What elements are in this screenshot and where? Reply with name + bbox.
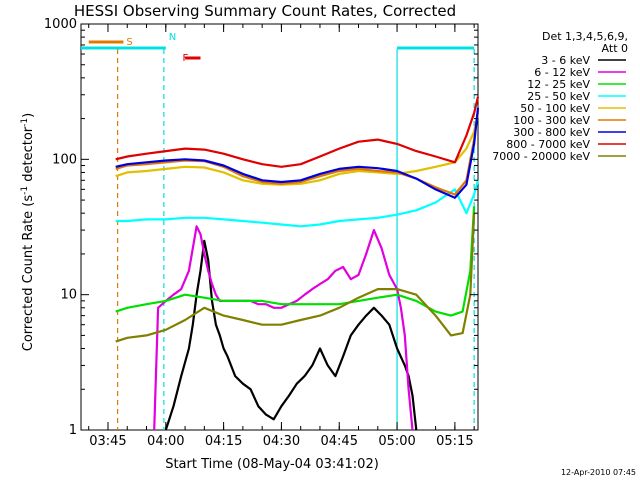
x-tick-label: 03:45	[89, 434, 126, 449]
legend-label: 12 - 25 keV	[527, 78, 590, 91]
series-line-7	[115, 96, 480, 168]
chart-title: HESSI Observing Summary Count Rates, Cor…	[74, 2, 456, 20]
legend-label: 6 - 12 keV	[534, 66, 590, 79]
x-tick-label: 04:45	[321, 434, 358, 449]
series-line-6	[115, 107, 480, 199]
x-tick-label: 05:15	[436, 434, 473, 449]
legend-header: Det 1,3,4,5,6,9,	[542, 30, 628, 43]
legend-label: 25 - 50 keV	[527, 90, 590, 103]
x-axis-label: Start Time (08-May-04 03:41:02)	[165, 457, 379, 472]
series-line-4	[115, 112, 480, 186]
legend-label: 3 - 6 keV	[541, 54, 590, 67]
y-axis-label-part: Corrected Count Rate (s	[21, 195, 36, 352]
legend-label: 800 - 7000 keV	[506, 138, 590, 151]
flag-markers: S NF	[81, 32, 475, 64]
y-axis-label-sup: -1	[20, 118, 30, 127]
legend-label: 100 - 300 keV	[513, 114, 590, 127]
y-tick-label: 1	[69, 423, 77, 438]
flag-label: F	[182, 53, 188, 64]
vertical-lines	[117, 49, 475, 430]
flag-label: N	[169, 32, 176, 43]
y-tick-label: 1000	[44, 17, 77, 32]
series-line-2	[115, 206, 476, 317]
legend-label: 7000 - 20000 keV	[492, 150, 590, 163]
legend-label: 300 - 800 keV	[513, 126, 590, 139]
x-tick-label: 04:15	[205, 434, 242, 449]
y-axis-label-sup: -1	[20, 186, 30, 195]
y-tick-label: 10	[60, 288, 77, 303]
series-line-5	[115, 110, 480, 196]
plot-area: S NF 1 10 100 1000 03:45 04:00 04:15 04:30 04:45…	[44, 17, 480, 449]
x-tick-label: 05:00	[378, 434, 415, 449]
x-tick-label: 04:00	[147, 434, 184, 449]
x-tick-label: 04:30	[263, 434, 300, 449]
legend-label: 50 - 100 keV	[520, 102, 590, 115]
y-axis-label: Corrected Count Rate (s-1 detector-1)	[20, 113, 36, 351]
footer-date: 12-Apr-2010 07:45	[561, 468, 636, 477]
plot-frame	[80, 23, 479, 431]
series-line-3	[115, 180, 480, 228]
flag-label: S	[126, 37, 132, 48]
x-axis-ticks: 03:45 04:00 04:15 04:30 04:45 05:00 05:15	[88, 24, 475, 449]
y-axis-label-part: detector	[21, 126, 36, 186]
y-axis-ticks: 1 10 100 1000	[44, 17, 478, 438]
y-axis-label-part: )	[21, 113, 36, 118]
series-line-8	[115, 213, 476, 343]
series-line-0	[164, 239, 418, 431]
series-layer	[115, 96, 480, 431]
y-tick-label: 100	[52, 152, 77, 167]
legend-attenuator: Att 0	[602, 42, 628, 55]
